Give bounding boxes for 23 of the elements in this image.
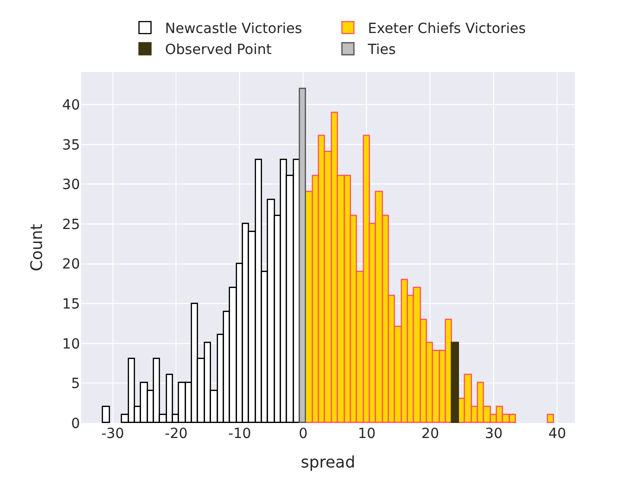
x-axis-title: spread	[300, 452, 356, 472]
y-axis-title: Count	[27, 224, 46, 272]
y-tick-label: 5	[71, 376, 80, 392]
legend-label: Newcastle Victories	[165, 21, 302, 38]
y-tick-label: 25	[62, 216, 80, 233]
x-tick-label: -20	[164, 426, 188, 442]
x-tick-label: -30	[101, 426, 124, 442]
y-tick-label: 15	[62, 296, 80, 313]
x-tick-label: 30	[484, 426, 503, 442]
y-tick-label: 0	[71, 416, 80, 432]
y-tick-label: 30	[62, 177, 80, 194]
legend-label: Exeter Chiefs Victories	[368, 21, 526, 38]
x-tick-label: 0	[298, 426, 308, 442]
x-tick-label: 20	[421, 426, 440, 442]
x-tick-label: 40	[548, 426, 566, 442]
x-tick-label: 10	[358, 426, 376, 442]
y-tick-label: 35	[62, 137, 80, 154]
y-tick-label: 40	[62, 98, 80, 114]
legend-label: Observed Point	[165, 42, 272, 58]
y-tick-label: 10	[62, 336, 80, 352]
x-tick-label: -10	[228, 426, 252, 442]
y-tick-label: 20	[62, 256, 80, 273]
legend-label: Ties	[366, 42, 396, 58]
